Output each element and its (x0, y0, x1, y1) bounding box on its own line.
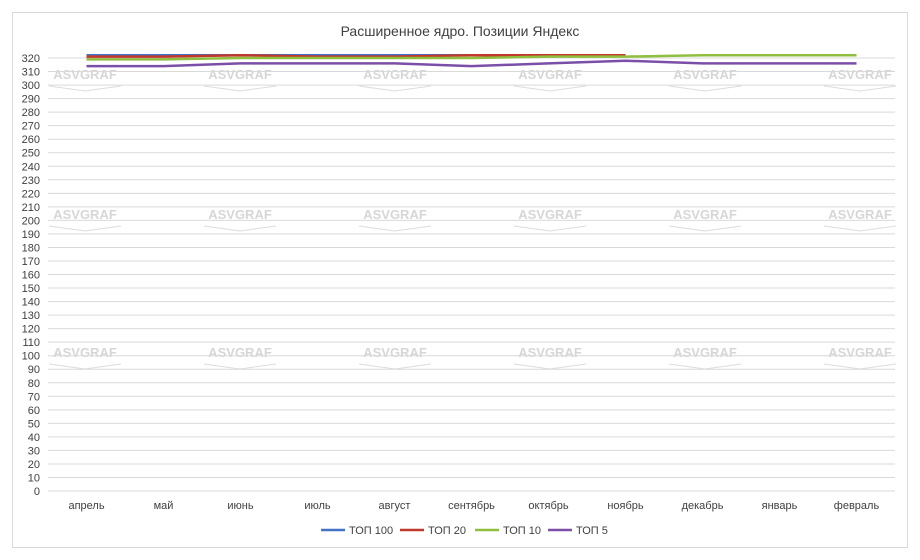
y-tick-label: 290 (22, 94, 40, 106)
x-tick-label: февраль (834, 500, 880, 512)
y-tick-label: 20 (28, 459, 40, 471)
series-line (86, 54, 626, 58)
y-tick-label: 130 (22, 310, 40, 322)
y-tick-label: 110 (22, 337, 40, 349)
watermark-text: ASVGRAF (673, 207, 737, 222)
watermark-swoosh (823, 363, 897, 370)
watermark-swoosh (358, 363, 432, 370)
x-tick-label: июнь (227, 500, 253, 512)
watermark-text: ASVGRAF (53, 207, 117, 222)
watermark-text: ASVGRAF (518, 207, 582, 222)
x-tick-label: май (154, 500, 174, 512)
watermark-swoosh (203, 225, 277, 232)
watermark-swoosh (48, 225, 122, 232)
x-axis-ticks: апрель май июнь июль август сентябрь октябрь но… (68, 500, 879, 512)
y-tick-label: 190 (22, 229, 40, 241)
watermarks: ASVGRAF ASVGRAF ASVGRAF ASVGRAF ASVGRAF ASVGR… (48, 67, 897, 370)
watermark-text: ASVGRAF (363, 345, 427, 360)
y-tick-label: 260 (22, 134, 40, 146)
y-tick-label: 250 (22, 148, 40, 160)
y-tick-label: 30 (28, 445, 40, 457)
watermark-swoosh (513, 225, 587, 232)
x-tick-label: август (379, 500, 411, 512)
watermark-text: ASVGRAF (673, 67, 737, 82)
y-tick-label: 60 (28, 405, 40, 417)
watermark-text: ASVGRAF (518, 345, 582, 360)
y-tick-label: 150 (22, 283, 40, 295)
watermark-text: ASVGRAF (828, 67, 892, 82)
x-tick-label: апрель (68, 500, 104, 512)
watermark-text: ASVGRAF (53, 345, 117, 360)
x-tick-label: декабрь (682, 500, 724, 512)
watermark-swoosh (823, 85, 897, 92)
watermark-swoosh (48, 363, 122, 370)
watermark-swoosh (358, 225, 432, 232)
y-tick-label: 230 (22, 175, 40, 187)
legend-label: ТОП 100 (349, 525, 393, 537)
watermark-text: ASVGRAF (828, 207, 892, 222)
watermark-text: ASVGRAF (208, 67, 272, 82)
y-tick-label: 320 (22, 53, 40, 65)
y-tick-label: 240 (22, 161, 40, 173)
watermark-text: ASVGRAF (673, 345, 737, 360)
watermark-swoosh (203, 363, 277, 370)
y-tick-label: 160 (22, 270, 40, 282)
y-tick-label: 180 (22, 242, 40, 254)
x-tick-label: июль (304, 500, 331, 512)
y-tick-label: 70 (28, 391, 40, 403)
watermark-text: ASVGRAF (53, 67, 117, 82)
series-lines (86, 54, 857, 68)
x-tick-label: январь (762, 500, 798, 512)
watermark-swoosh (358, 85, 432, 92)
y-tick-label: 280 (22, 107, 40, 119)
chart-title: Расширенное ядро. Позиции Яндекс (341, 23, 580, 39)
y-tick-label: 300 (22, 80, 40, 92)
watermark-swoosh (823, 225, 897, 232)
series-line (86, 54, 857, 61)
watermark-swoosh (513, 363, 587, 370)
legend: ТОП 100 ТОП 20 ТОП 10 ТОП 5 (321, 525, 608, 537)
y-tick-label: 270 (22, 121, 40, 133)
legend-label: ТОП 5 (576, 525, 608, 537)
x-tick-label: сентябрь (448, 500, 495, 512)
y-tick-label: 40 (28, 432, 40, 444)
y-tick-label: 210 (22, 202, 40, 214)
watermark-text: ASVGRAF (208, 345, 272, 360)
y-tick-label: 10 (28, 472, 40, 484)
watermark-swoosh (48, 85, 122, 92)
watermark-swoosh (668, 225, 742, 232)
y-tick-label: 50 (28, 418, 40, 430)
watermark-swoosh (513, 85, 587, 92)
y-tick-label: 80 (28, 378, 40, 390)
watermark-text: ASVGRAF (363, 67, 427, 82)
y-tick-label: 220 (22, 188, 40, 200)
watermark-swoosh (203, 85, 277, 92)
x-tick-label: октябрь (528, 500, 568, 512)
watermark-text: ASVGRAF (363, 207, 427, 222)
legend-label: ТОП 20 (428, 525, 466, 537)
legend-label: ТОП 10 (503, 525, 541, 537)
y-tick-label: 200 (22, 215, 40, 227)
y-tick-label: 100 (22, 351, 40, 363)
watermark-swoosh (668, 363, 742, 370)
y-tick-label: 170 (22, 256, 40, 268)
y-tick-label: 0 (34, 486, 40, 498)
chart-frame (12, 12, 908, 548)
series-line (86, 59, 857, 68)
gridlines (48, 57, 895, 492)
x-tick-label: ноябрь (607, 500, 644, 512)
y-tick-label: 90 (28, 364, 40, 376)
y-tick-label: 120 (22, 324, 40, 336)
watermark-text: ASVGRAF (828, 345, 892, 360)
watermark-text: ASVGRAF (518, 67, 582, 82)
y-tick-label: 140 (22, 297, 40, 309)
watermark-swoosh (668, 85, 742, 92)
watermark-text: ASVGRAF (208, 207, 272, 222)
y-tick-label: 310 (22, 67, 40, 79)
